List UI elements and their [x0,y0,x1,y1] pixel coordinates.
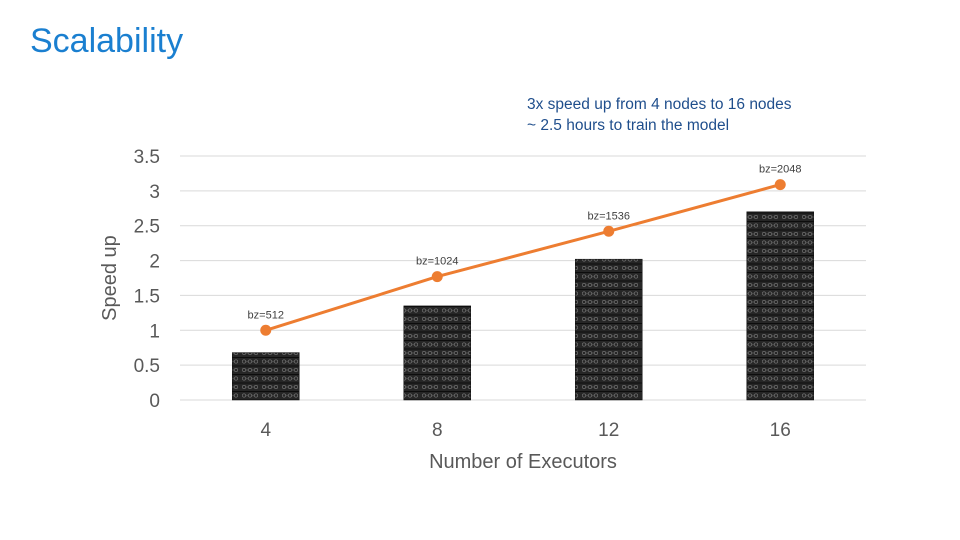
y-tick-label: 1 [149,321,160,342]
data-point [603,225,615,237]
y-tick-label: 3.5 [134,147,160,168]
annotation-line-1: 3x speed up from 4 nodes to 16 nodes [527,96,792,113]
y-tick-label: 0 [149,391,160,412]
y-tick-label: 2 [149,252,160,273]
bar [232,352,300,401]
x-tick-label: 4 [260,420,271,441]
data-label: bz=1536 [587,210,630,222]
y-axis-title: Speed up [99,235,121,321]
y-tick-label: 0.5 [134,356,160,377]
bar [575,258,643,401]
data-label: bz=2048 [759,164,802,176]
bar-series [232,211,814,401]
x-axis-ticks: 4 8 12 16 [260,420,790,441]
speedup-annotation: 3x speed up from 4 nodes to 16 nodes ~ 2… [527,94,792,136]
y-tick-label: 3 [149,182,160,203]
data-label: bz=512 [248,309,284,321]
bar [403,305,471,401]
series-line [265,183,781,332]
x-tick-label: 8 [432,420,443,441]
y-axis-ticks: 0 0.5 1 1.5 2 2.5 3 3.5 [134,147,160,412]
x-axis-title: Number of Executors [429,451,617,473]
data-point [260,324,272,336]
y-tick-label: 2.5 [134,217,160,238]
x-tick-label: 12 [598,420,619,441]
data-point [431,271,443,283]
x-tick-label: 16 [770,420,791,441]
data-label: bz=1024 [416,256,459,268]
data-point [774,179,786,191]
annotation-line-2: ~ 2.5 hours to train the model [527,117,730,134]
line-series: bz=512 bz=1024 bz=1536 bz=2048 [248,164,802,336]
y-tick-label: 1.5 [134,286,160,307]
bar [746,211,814,401]
page-title: Scalability [30,22,184,60]
